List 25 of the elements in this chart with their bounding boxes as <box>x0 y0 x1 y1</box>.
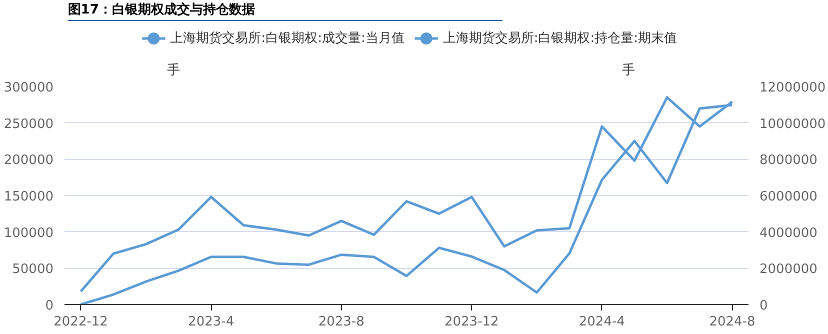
y2-axis-title: 手 <box>622 63 636 78</box>
chart-title: 图17：白银期权成交与持仓数据 <box>68 2 255 18</box>
y-tick-label: 50000 <box>12 262 54 278</box>
x-tick-label: 2024-8 <box>709 314 756 330</box>
y-axis-title: 手 <box>167 63 180 78</box>
y2-tick-label: 8000000 <box>760 153 818 168</box>
legend-label: 上海期货交易所:白银期权:成交量:当月值 <box>170 30 404 46</box>
x-tick-label: 2023-8 <box>318 314 364 330</box>
y2-tick-label: 12000000 <box>760 80 826 96</box>
y-tick-label: 100000 <box>4 226 54 241</box>
y2-tick-label: 6000000 <box>760 190 818 204</box>
y-tick-label: 300000 <box>4 80 54 96</box>
y-tick-label: 200000 <box>4 153 54 168</box>
y-tick-label: 0 <box>45 298 54 314</box>
y-tick-label: 150000 <box>4 190 54 204</box>
legend-label: 上海期货交易所:白银期权:持仓量:期末值 <box>442 30 677 46</box>
y2-tick-label: 4000000 <box>760 226 818 241</box>
x-tick-label: 2024-4 <box>578 314 625 330</box>
x-tick-label: 2023-4 <box>188 314 234 330</box>
y2-tick-label: 0 <box>760 298 768 314</box>
y2-tick-label: 10000000 <box>760 116 826 132</box>
x-tick-label: 2023-12 <box>444 314 499 330</box>
y-tick-label: 250000 <box>4 116 54 132</box>
y2-tick-label: 2000000 <box>760 262 818 278</box>
x-tick-label: 2022-12 <box>54 314 108 330</box>
